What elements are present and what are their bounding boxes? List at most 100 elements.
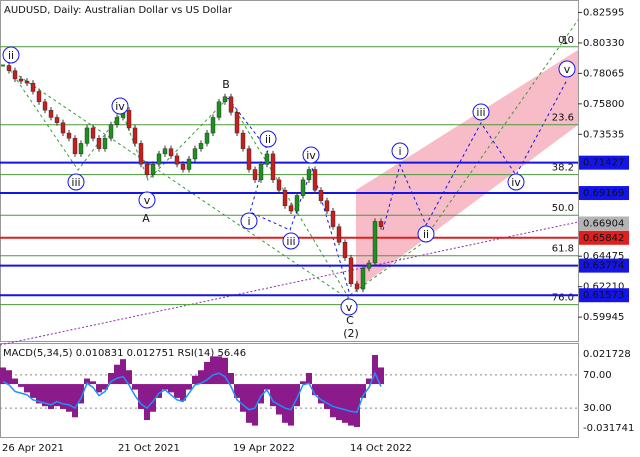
fib-label: 50.0 (552, 203, 574, 214)
macd-bar (234, 384, 240, 398)
macd-bar (264, 384, 270, 390)
wave-label: v (346, 301, 353, 314)
chart-title: AUDUSD, Daily: Australian Dollar vs US D… (4, 5, 233, 16)
x-tick-label: 19 Apr 2022 (233, 443, 295, 454)
wave-circle (282, 232, 300, 250)
wave-circle (391, 142, 409, 160)
candle (270, 153, 276, 181)
macd-bar (36, 384, 42, 404)
macd-bar (42, 384, 48, 407)
candle (96, 138, 102, 149)
candle (378, 221, 384, 227)
candle (72, 138, 78, 155)
candle (210, 117, 216, 134)
candle (360, 268, 366, 290)
forecast-path (382, 79, 568, 231)
price-tag-label: 0.66904 (583, 219, 624, 230)
candle (60, 122, 66, 134)
channel (356, 50, 578, 290)
candle (294, 195, 300, 212)
macd-bar (198, 370, 204, 385)
candle (300, 179, 306, 196)
candle (228, 96, 234, 113)
macd-bar (60, 384, 66, 409)
candle (168, 148, 174, 157)
y-tick-label: -0.031741 (583, 423, 634, 434)
price-tag-label: 0.71427 (583, 158, 624, 169)
candle (246, 148, 252, 170)
macd-bar (132, 384, 138, 390)
y-tick-label: 0.62210 (583, 282, 624, 293)
candle (372, 221, 378, 264)
candle (216, 101, 222, 118)
y-tick-label: 0.73535 (583, 129, 624, 140)
candle (162, 148, 168, 155)
wave-label: i (398, 145, 401, 158)
macd-bar (150, 384, 156, 412)
candle (318, 190, 324, 201)
wave-circle (2, 46, 20, 64)
candle (354, 283, 360, 290)
candle (42, 101, 48, 111)
trend-line (0, 221, 579, 346)
y-tick-label: 0.021728 (583, 349, 631, 360)
wave-label: (2) (343, 327, 359, 340)
y-tick-label: 0.78065 (583, 68, 624, 79)
wave-circle (507, 173, 525, 191)
macd-bar (348, 384, 354, 426)
candle (252, 169, 258, 181)
macd-bar (192, 375, 198, 385)
y-tick-label: 0.64475 (583, 251, 624, 262)
macd-bar (240, 384, 246, 412)
candle (30, 82, 36, 92)
price-tag (579, 288, 629, 303)
candle (192, 148, 198, 160)
macd-bar (162, 384, 168, 390)
macd-bar (186, 384, 192, 390)
macd-bar (288, 384, 294, 426)
y-tick-label: 30.00 (583, 403, 612, 414)
candle (186, 158, 192, 170)
macd-bar (0, 367, 6, 385)
macd-bar (330, 384, 336, 418)
macd-bar (78, 384, 84, 404)
candle (222, 96, 228, 103)
macd-bar (336, 384, 342, 421)
candle (306, 169, 312, 181)
macd-bar (342, 384, 348, 423)
wave-label: B (222, 78, 230, 91)
candle (6, 65, 12, 71)
macd-bar (270, 384, 276, 407)
macd-bar (102, 384, 108, 390)
candle (234, 112, 240, 134)
macd-bar (174, 384, 180, 398)
wave-label: C (346, 314, 354, 327)
macd-bar (138, 384, 144, 409)
macd-bar (84, 378, 90, 385)
candle (312, 169, 318, 191)
macd-bar (246, 384, 252, 423)
y-tick-label: 70.00 (583, 370, 612, 381)
candle (132, 127, 138, 144)
wave-circle (111, 97, 129, 115)
wave-label: i (247, 215, 250, 228)
wave-circle (472, 103, 490, 121)
macd-bar (54, 384, 60, 407)
candle (36, 91, 42, 103)
fib-label: 76.0 (552, 293, 574, 304)
candle (174, 155, 180, 165)
macd-bar (312, 384, 318, 396)
wave-label: ii (423, 228, 429, 241)
price-tag-label: 0.65842 (583, 233, 624, 244)
candle (204, 132, 210, 144)
wave-circle (340, 298, 358, 316)
candle (366, 262, 372, 269)
wave-circle (302, 146, 320, 164)
macd-bar (258, 384, 264, 404)
candle (258, 164, 264, 181)
candle (54, 117, 60, 123)
macd-bar (96, 384, 102, 393)
wave-label: iii (71, 176, 80, 189)
wave-circle (138, 191, 156, 209)
